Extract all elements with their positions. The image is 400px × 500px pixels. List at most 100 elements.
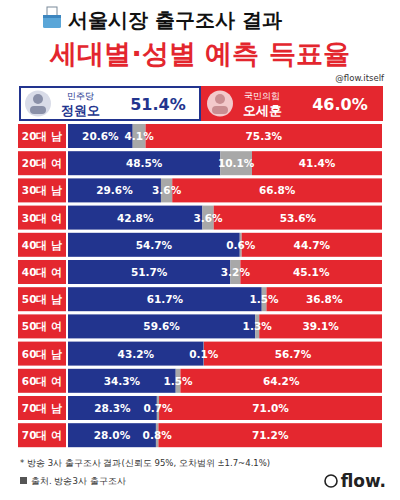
bar <box>172 178 382 202</box>
category-box <box>18 342 66 366</box>
data-label: 53.6% <box>280 212 317 224</box>
data-labels: 20.6% 4.1% 75.3% 48.5% 10.1% 41.4% 29.6% 3.6% 66… <box>82 130 343 441</box>
handle: @flow.itself <box>335 73 385 83</box>
data-label: 41.4% <box>299 157 336 169</box>
data-label: 1.3% <box>243 320 273 332</box>
data-label: 20.6% <box>82 130 119 142</box>
data-label: 0.8% <box>143 429 173 441</box>
legend-box <box>202 87 382 120</box>
legend-label: 오세훈 <box>243 103 282 118</box>
y-axis: 20대 남20대 여30대 남30대 여40대 남40대 여50대 남50대 여… <box>18 124 66 447</box>
data-label: 71.2% <box>252 429 289 441</box>
bar <box>146 124 382 148</box>
data-label: 59.6% <box>143 320 180 332</box>
category-box <box>18 287 66 311</box>
data-label: 3.2% <box>221 266 251 278</box>
data-label: 43.2% <box>118 348 155 360</box>
bar <box>68 314 255 338</box>
subtitle: 세대별·성별 예측 득표율 <box>49 38 349 69</box>
data-label: 66.8% <box>259 184 296 196</box>
category-box <box>18 233 66 257</box>
category-label: 30대 여 <box>22 212 62 224</box>
category-box <box>18 260 66 284</box>
background <box>0 0 400 500</box>
category-box <box>18 423 66 447</box>
party: 국민의힘 <box>244 91 280 101</box>
data-label: 1.5% <box>163 375 193 387</box>
bar <box>68 260 230 284</box>
data-label: 54.7% <box>136 239 173 251</box>
bar <box>68 124 133 148</box>
category-label: 40대 여 <box>22 266 62 278</box>
bar <box>214 206 382 230</box>
data-label: 64.2% <box>263 375 300 387</box>
data-label: 44.7% <box>294 239 331 251</box>
category-label: 60대 여 <box>22 375 62 387</box>
data-label: 3.6% <box>152 184 182 196</box>
bar <box>68 369 176 393</box>
bar <box>252 151 382 175</box>
category-box <box>18 396 66 420</box>
portrait-body <box>30 106 46 114</box>
data-label: 0.7% <box>143 402 173 414</box>
category-label: 60대 남 <box>22 348 62 360</box>
party: 민주당 <box>67 91 94 101</box>
bar <box>68 233 240 257</box>
bar <box>159 396 382 420</box>
bar <box>240 260 382 284</box>
data-label: 28.3% <box>94 402 131 414</box>
bar <box>259 314 382 338</box>
category-label: 20대 남 <box>22 130 62 142</box>
data-label: 45.1% <box>293 266 330 278</box>
brand-icon <box>325 475 337 487</box>
bar <box>180 369 382 393</box>
vote-share: 51.4% <box>130 95 186 114</box>
data-label: 1.5% <box>250 293 280 305</box>
bar <box>68 206 202 230</box>
bar <box>68 178 161 202</box>
legend-entry: 국민의힘오세훈 46.0% <box>202 87 382 120</box>
source: 출처. 방송3사 출구조사 <box>31 476 126 486</box>
data-label: 51.7% <box>131 266 168 278</box>
legend-entry: 민주당정원오51.4% <box>20 87 200 120</box>
ballot-slot <box>43 15 61 18</box>
ballot-box <box>43 15 61 28</box>
bar <box>68 151 220 175</box>
portrait-head <box>215 94 225 104</box>
portrait <box>207 91 233 117</box>
category-box <box>18 151 66 175</box>
data-label: 36.8% <box>306 293 343 305</box>
data-label: 61.7% <box>147 293 184 305</box>
data-label: 3.6% <box>193 212 223 224</box>
category-label: 20대 여 <box>22 157 62 169</box>
vote-share: 46.0% <box>312 95 368 114</box>
portrait-body <box>212 106 228 114</box>
category-box <box>18 369 66 393</box>
data-label: 10.1% <box>218 157 255 169</box>
bar <box>68 287 262 311</box>
bars <box>68 124 382 447</box>
category-box <box>18 206 66 230</box>
category-box <box>18 124 66 148</box>
data-label: 56.7% <box>275 348 312 360</box>
bar <box>158 423 382 447</box>
data-label: 48.5% <box>126 157 163 169</box>
category-label: 50대 남 <box>22 293 62 305</box>
data-label: 39.1% <box>302 320 339 332</box>
category-label: 40대 남 <box>22 239 62 251</box>
data-label: 28.0% <box>94 429 131 441</box>
ballot-icon <box>43 7 61 28</box>
legend-box <box>20 87 200 120</box>
data-label: 29.6% <box>96 184 133 196</box>
ballot-paper <box>47 7 57 16</box>
category-label: 30대 남 <box>22 184 62 196</box>
footnote: * 방송 3사 출구조사 결과(신뢰도 95%, 오차범위 ±1.7~4.1%) <box>20 458 270 468</box>
data-label: 0.1% <box>189 348 219 360</box>
category-label: 70대 여 <box>22 429 62 441</box>
data-label: 75.3% <box>246 130 283 142</box>
source-icon <box>20 477 27 484</box>
data-label: 71.0% <box>252 402 289 414</box>
data-label: 4.1% <box>125 130 155 142</box>
category-box <box>18 178 66 202</box>
portrait-head <box>33 94 43 104</box>
